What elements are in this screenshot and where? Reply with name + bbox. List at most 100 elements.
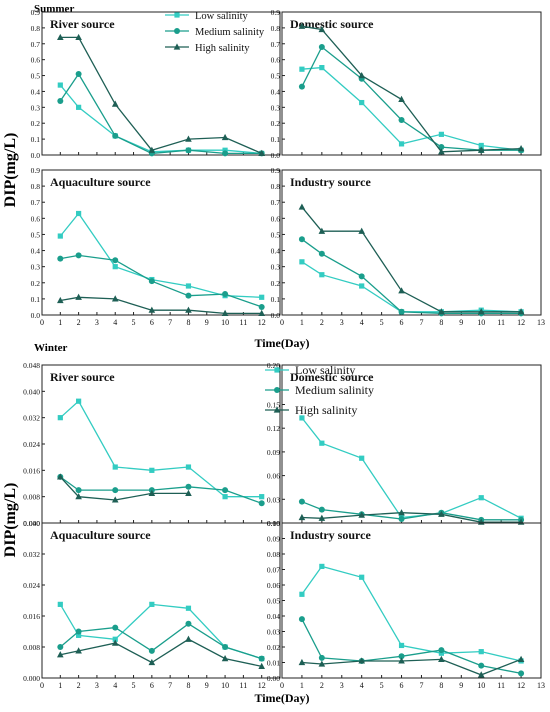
x-tick-label: 2 xyxy=(77,318,81,327)
data-point xyxy=(259,494,265,500)
y-tick-label: 0.3 xyxy=(31,103,41,112)
y-tick-label: 0.0 xyxy=(31,151,41,160)
series-line xyxy=(60,296,262,315)
y-tick-label: 0.040 xyxy=(23,387,40,396)
legend-marker xyxy=(174,28,180,34)
data-point xyxy=(438,131,444,137)
data-point xyxy=(76,398,82,404)
data-point xyxy=(299,66,305,72)
y-tick-label: 0.1 xyxy=(31,135,41,144)
data-point xyxy=(398,308,405,315)
series-high-salinity xyxy=(57,473,192,503)
x-tick-label: 3 xyxy=(95,318,99,327)
data-point xyxy=(185,135,192,142)
data-point xyxy=(398,653,405,660)
x-tick-label: 7 xyxy=(419,681,423,690)
data-point xyxy=(258,149,265,157)
data-point xyxy=(299,591,305,597)
data-point xyxy=(221,133,229,141)
data-point xyxy=(298,22,306,29)
series-line xyxy=(301,618,522,675)
series-high-salinity xyxy=(298,22,525,155)
y-tick-label: 0.05 xyxy=(267,597,280,606)
y-tick-label: 0.3 xyxy=(271,263,281,272)
data-point xyxy=(185,147,192,154)
y-tick-label: 0.09 xyxy=(267,448,280,457)
panel-0: 0.0 0.1 0.2 0.3 0.4 0.5 0.6 0.7 0.8 0.9 River sour… xyxy=(31,8,281,160)
data-point xyxy=(398,141,405,147)
y-tick-label: 0.15 xyxy=(267,401,280,410)
legend-summer: Low salinity Medium salinity High salinity xyxy=(165,11,265,54)
plot-frame xyxy=(41,11,281,156)
y-tick-label: 0.06 xyxy=(267,581,280,590)
y-tick-label: 0.4 xyxy=(271,87,281,96)
x-tick-label: 8 xyxy=(439,318,443,327)
x-tick-label: 2 xyxy=(320,681,324,690)
data-point xyxy=(57,255,64,262)
legend-marker xyxy=(173,43,181,50)
y-axis-label-summer: DIP(mg/L) xyxy=(2,133,19,208)
x-tick-label: 4 xyxy=(113,318,117,327)
data-point xyxy=(75,487,82,494)
data-point xyxy=(438,647,445,654)
y-tick-label: 0.12 xyxy=(267,424,280,433)
data-point xyxy=(438,655,445,662)
data-point xyxy=(517,145,525,152)
y-tick-label: 0.09 xyxy=(267,535,280,544)
data-point xyxy=(185,292,192,299)
y-tick-label: 0.20 xyxy=(267,361,280,370)
y-tick-label: 0.2 xyxy=(31,119,41,128)
x-tick-label: 9 xyxy=(205,318,209,327)
data-point xyxy=(185,464,192,470)
panel-title: Industry source xyxy=(290,175,371,189)
data-point xyxy=(57,644,64,650)
data-point xyxy=(111,100,119,107)
x-tick-label: 12 xyxy=(258,318,266,327)
series-line xyxy=(301,45,522,151)
data-point xyxy=(478,495,484,501)
series-line xyxy=(301,25,522,153)
x-tick-label: 11 xyxy=(240,318,248,327)
data-point xyxy=(148,489,156,496)
x-tick-label: 4 xyxy=(360,318,364,327)
data-point xyxy=(359,574,365,580)
data-point xyxy=(76,632,82,638)
x-tick-label: 3 xyxy=(340,681,344,690)
data-point xyxy=(75,293,82,300)
data-point xyxy=(258,303,265,310)
x-tick-label: 2 xyxy=(77,681,81,690)
series-line xyxy=(59,72,262,155)
x-tick-label: 13 xyxy=(537,681,545,690)
x-tick-label: 11 xyxy=(497,681,505,690)
panel-title: Domestic source xyxy=(290,370,374,384)
legend-marker xyxy=(274,367,280,373)
y-tick-label: 0.4 xyxy=(271,247,281,256)
data-point xyxy=(318,514,326,521)
data-point xyxy=(75,493,82,500)
x-tick-label: 12 xyxy=(517,681,525,690)
data-point xyxy=(75,628,82,635)
season-label-summer: Summer xyxy=(34,3,74,15)
y-tick-label: 0.10 xyxy=(267,519,280,528)
data-point xyxy=(438,148,445,155)
data-point xyxy=(358,273,365,280)
y-tick-label: 0.6 xyxy=(31,56,41,65)
x-tick-label: 7 xyxy=(419,318,423,327)
data-point xyxy=(149,601,155,607)
x-tick-label: 9 xyxy=(459,318,463,327)
y-tick-label: 0.8 xyxy=(31,182,41,191)
x-axis-label-winter: Time(Day) xyxy=(254,691,309,705)
series-medium-salinity xyxy=(57,252,265,310)
series-line xyxy=(59,623,262,660)
data-point xyxy=(185,306,192,313)
season-label-winter: Winter xyxy=(34,342,68,354)
x-tick-label: 5 xyxy=(132,681,136,690)
data-point xyxy=(358,71,365,79)
x-tick-label: 7 xyxy=(168,318,172,327)
y-tick-label: 0.5 xyxy=(271,72,281,81)
data-point xyxy=(438,650,444,656)
panel-title: River source xyxy=(50,370,115,384)
y-tick-label: 0.6 xyxy=(271,56,281,65)
series-line xyxy=(59,603,262,660)
